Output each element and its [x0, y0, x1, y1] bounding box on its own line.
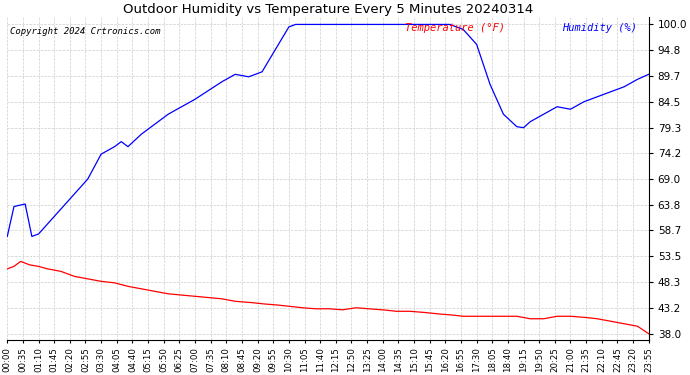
Title: Outdoor Humidity vs Temperature Every 5 Minutes 20240314: Outdoor Humidity vs Temperature Every 5 …	[123, 3, 533, 16]
Text: Copyright 2024 Crtronics.com: Copyright 2024 Crtronics.com	[10, 27, 161, 36]
Text: Temperature (°F): Temperature (°F)	[405, 23, 505, 33]
Text: Humidity (%): Humidity (%)	[562, 23, 637, 33]
